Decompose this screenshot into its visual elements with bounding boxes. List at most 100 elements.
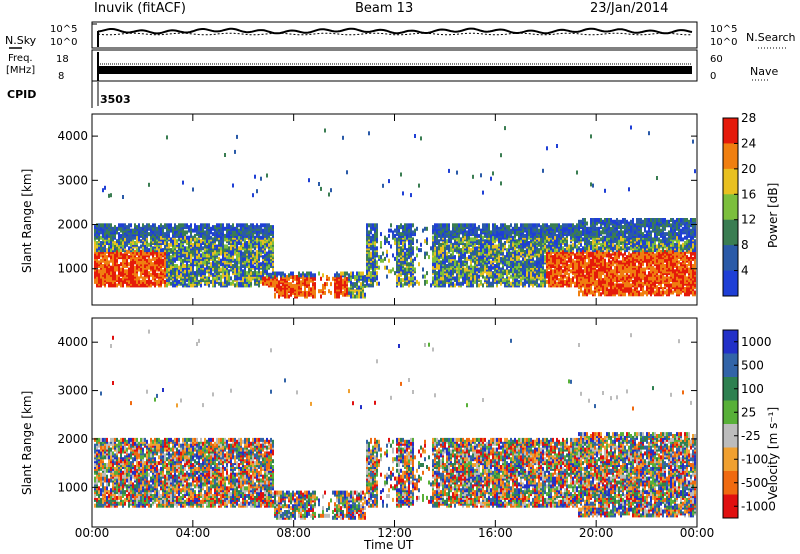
heatmap-cell [238, 232, 240, 237]
heatmap-cell [450, 253, 452, 258]
heatmap-cell [538, 233, 540, 238]
heatmap-cell [104, 185, 106, 190]
heatmap-cell [250, 271, 252, 276]
heatmap-cell [408, 223, 410, 228]
heatmap-cell [226, 233, 228, 238]
heatmap-cell [482, 255, 484, 260]
heatmap-cell [116, 258, 118, 263]
heatmap-cell [244, 271, 246, 276]
heatmap-cell [204, 258, 206, 263]
heatmap-cell [98, 237, 100, 242]
heatmap-cell [524, 260, 526, 265]
heatmap-cell [240, 223, 242, 228]
heatmap-cell [232, 230, 234, 235]
heatmap-cell [466, 267, 468, 272]
heatmap-cell [556, 253, 558, 258]
heatmap-cell [260, 226, 262, 231]
heatmap-cell [392, 267, 394, 272]
heatmap-cell [452, 281, 454, 286]
n-search-label: N.Search [746, 31, 796, 44]
heatmap-cell [348, 287, 350, 292]
heatmap-cell [536, 256, 538, 261]
heatmap-cell [194, 223, 196, 228]
heatmap-cell [184, 269, 186, 274]
heatmap-cell [132, 235, 134, 240]
heatmap-cell [342, 290, 344, 295]
heatmap-cell [328, 276, 330, 281]
heatmap-cell [538, 264, 540, 268]
heatmap-cell [472, 174, 474, 179]
heatmap-cell [492, 171, 494, 176]
heatmap-cell [562, 279, 564, 284]
heatmap-cell [272, 230, 274, 235]
power-heatmap-cells [94, 125, 696, 299]
heatmap-cell [464, 276, 466, 281]
heatmap-cell [274, 287, 276, 292]
heatmap-cell [506, 251, 508, 256]
heatmap-cell [438, 274, 440, 279]
heatmap-cell [270, 278, 272, 283]
heatmap-cell [130, 223, 132, 228]
heatmap-cell [478, 251, 480, 256]
heatmap-cell [478, 225, 480, 230]
heatmap-cell [408, 276, 410, 281]
heatmap-cell [410, 276, 412, 281]
heatmap-cell [434, 242, 436, 247]
heatmap-cell [460, 223, 462, 228]
heatmap-cell [456, 272, 458, 277]
heatmap-cell [154, 256, 156, 261]
heatmap-cell [268, 264, 270, 268]
heatmap-cell [228, 274, 230, 279]
heatmap-cell [564, 223, 566, 228]
heatmap-cell [270, 241, 272, 245]
heatmap-cell [486, 239, 488, 244]
heatmap-cell [320, 289, 322, 294]
heatmap-cell [450, 246, 452, 251]
heatmap-cell [234, 271, 236, 276]
heatmap-cell [118, 279, 120, 284]
heatmap-cell [524, 264, 526, 268]
heatmap-cell [152, 267, 154, 272]
heatmap-cell [514, 274, 516, 279]
heatmap-cell [150, 279, 152, 284]
heatmap-cell [94, 244, 96, 249]
heatmap-cell [394, 256, 396, 261]
heatmap-cell [478, 267, 480, 272]
heatmap-cell [188, 225, 190, 230]
heatmap-cell [282, 271, 284, 276]
heatmap-cell [100, 235, 102, 240]
heatmap-cell [180, 248, 182, 253]
heatmap-cell [550, 226, 552, 231]
heatmap-cell [418, 262, 420, 267]
heatmap-cell [504, 241, 506, 245]
heatmap-cell [522, 248, 524, 253]
heatmap-cell [502, 260, 504, 265]
heatmap-cell [440, 276, 442, 281]
heatmap-cell [568, 276, 570, 281]
heatmap-cell [488, 223, 490, 228]
heatmap-cell [546, 262, 548, 267]
heatmap-cell [172, 283, 174, 288]
heatmap-cell [140, 226, 142, 231]
heatmap-cell [222, 262, 224, 267]
heatmap-cell [396, 251, 398, 256]
heatmap-cell [154, 226, 156, 231]
heatmap-cell [410, 239, 412, 244]
heatmap-cell [546, 271, 548, 276]
heatmap-cell [484, 244, 486, 249]
heatmap-cell [184, 230, 186, 235]
heatmap-cell [170, 258, 172, 263]
heatmap-cell [122, 260, 124, 265]
heatmap-cell [510, 281, 512, 286]
heatmap-cell [138, 230, 140, 235]
heatmap-cell [324, 282, 326, 287]
heatmap-cell [134, 283, 136, 288]
heatmap-cell [440, 260, 442, 265]
heatmap-cell [546, 239, 548, 244]
heatmap-cell [570, 278, 572, 283]
heatmap-cell [218, 276, 220, 281]
heatmap-cell [234, 230, 236, 235]
heatmap-cell [226, 274, 228, 279]
heatmap-cell [350, 280, 352, 285]
heatmap-cell [430, 283, 432, 288]
